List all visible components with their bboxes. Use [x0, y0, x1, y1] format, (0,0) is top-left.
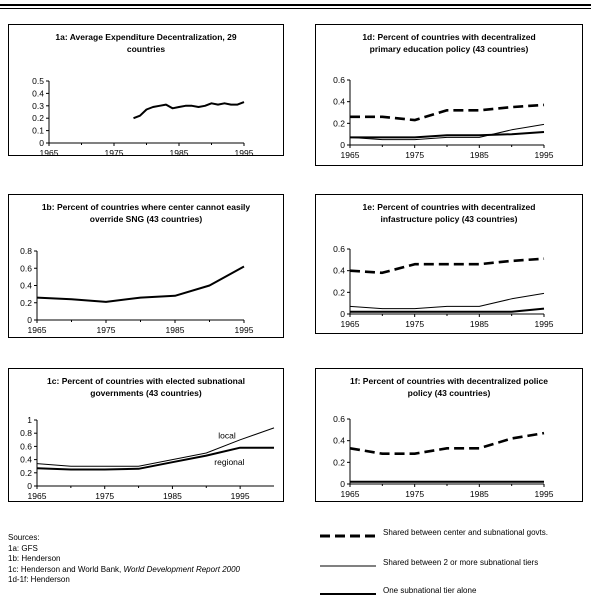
series-line-thick [36, 265, 245, 303]
y-tick-label: 0.8 [20, 428, 32, 438]
chart-1f: 0 0.2 0.4 0.6 1965 1975 1985 1995 [333, 414, 554, 499]
x-tick-label: 1975 [405, 150, 424, 160]
x-tick-label: 1995 [235, 325, 254, 335]
y-tick-label: 0 [340, 479, 345, 489]
legend-thin-label: Shared between 2 or more subnational tie… [383, 558, 539, 567]
chart-title-1c: 1c: Percent of countries with elected su… [47, 376, 245, 398]
x-tick-label: 1995 [231, 491, 250, 501]
y-tick-label: 0.6 [20, 263, 32, 273]
source-1c: 1c: Henderson and World Bank, World Deve… [8, 565, 240, 576]
y-tick-label: 0 [39, 138, 44, 148]
y-tick-label: 0.8 [20, 246, 32, 256]
x-tick-label: 1975 [405, 489, 424, 499]
source-1d-1f: 1d-1f: Henderson [8, 575, 70, 584]
series-line-thick [350, 307, 545, 313]
annotation-local: local [218, 430, 236, 440]
x-tick-label: 1975 [105, 148, 124, 157]
sources-block: Sources: 1a: GFS 1b: Henderson 1c: Hende… [8, 533, 240, 586]
chart-1e: 0 0.2 0.4 0.6 1965 1975 1985 1995 [333, 244, 554, 329]
x-tick-label: 1975 [405, 319, 424, 329]
x-tick-label: 1975 [95, 491, 114, 501]
series-line-thin [36, 427, 275, 467]
series-line-dashed [349, 431, 545, 455]
chart-title-1a: 1a: Average Expenditure Decentralization… [55, 32, 237, 54]
x-tick-label: 1985 [470, 319, 489, 329]
legend-thick-label: One subnational tier alone [383, 586, 477, 595]
y-tick-label: 0.2 [333, 457, 345, 467]
series-line-thick [350, 131, 545, 139]
chart-panel-1f: 1f: Percent of countries with decentrali… [315, 368, 583, 502]
y-tick-label: 0.4 [333, 436, 345, 446]
x-tick-label: 1995 [535, 319, 554, 329]
source-1b: 1b: Henderson [8, 554, 61, 563]
y-tick-label: 0.6 [333, 244, 345, 254]
chart-1d: 0 0.2 0.4 0.6 1965 1975 1985 1995 [333, 75, 554, 160]
annotation-regional: regional [214, 457, 244, 467]
series-line-thick [36, 446, 274, 471]
y-tick-label: 0.6 [333, 75, 345, 85]
x-tick-label: 1965 [341, 489, 360, 499]
x-tick-label: 1965 [341, 150, 360, 160]
x-tick-label: 1975 [97, 325, 116, 335]
legend-dashed-label: Shared between center and subnational go… [383, 528, 549, 537]
chart-1a: 0 0.1 0.2 0.3 0.4 0.5 1965 1975 1985 1995 [32, 76, 254, 157]
chart-title-1e: 1e: Percent of countries with decentrali… [362, 202, 536, 224]
y-tick-label: 0.2 [32, 113, 44, 123]
x-tick-label: 1965 [28, 325, 47, 335]
y-tick-label: 0 [340, 309, 345, 319]
x-tick-label: 1985 [163, 491, 182, 501]
y-tick-label: 0.5 [32, 76, 44, 86]
chart-panel-1a: 1a: Average Expenditure Decentralization… [8, 24, 284, 157]
x-tick-label: 1995 [535, 489, 554, 499]
series-line-thin [349, 123, 545, 141]
y-tick-label: 0.4 [333, 266, 345, 276]
y-tick-label: 0.6 [333, 414, 345, 424]
y-tick-label: 0.4 [333, 97, 345, 107]
top-rule [0, 4, 591, 6]
y-tick-label: 0.3 [32, 101, 44, 111]
y-tick-label: 0.2 [20, 468, 32, 478]
chart-title-1d: 1d: Percent of countries with decentrali… [362, 32, 536, 54]
x-tick-label: 1985 [470, 489, 489, 499]
x-tick-label: 1985 [170, 148, 189, 157]
chart-1b: 0 0.2 0.4 0.6 0.8 1965 1975 1985 1995 [20, 246, 254, 335]
x-tick-label: 1995 [535, 150, 554, 160]
y-tick-label: 0.4 [32, 88, 44, 98]
y-tick-label: 0.1 [32, 126, 44, 136]
chart-panel-1d: 1d: Percent of countries with decentrali… [315, 24, 583, 166]
x-tick-label: 1965 [341, 319, 360, 329]
y-tick-label: 0.2 [333, 118, 345, 128]
x-tick-label: 1995 [235, 148, 254, 157]
chart-panel-1c: 1c: Percent of countries with elected su… [8, 368, 284, 502]
y-tick-label: 0.2 [20, 298, 32, 308]
x-tick-label: 1965 [28, 491, 47, 501]
y-tick-label: 0.4 [20, 281, 32, 291]
chart-panel-1b: 1b: Percent of countries where center ca… [8, 194, 284, 338]
chart-title-1f: 1f: Percent of countries with decentrali… [350, 376, 548, 398]
x-tick-label: 1985 [166, 325, 185, 335]
y-tick-label: 0 [27, 481, 32, 491]
y-tick-label: 0 [27, 315, 32, 325]
y-tick-label: 0.4 [20, 455, 32, 465]
y-tick-label: 0.6 [20, 441, 32, 451]
top-rule-thin [0, 8, 591, 9]
sources-heading: Sources: [8, 533, 40, 542]
chart-title-1b: 1b: Percent of countries where center ca… [41, 202, 251, 224]
source-1a: 1a: GFS [8, 543, 38, 553]
chart-1c: 0 0.2 0.4 0.6 0.8 1 1965 1975 1985 1995 local regio… [20, 415, 275, 501]
source-1c-report: World Development Report 2000 [123, 564, 240, 574]
series-line-thin [349, 292, 545, 310]
series-line-dashed [349, 257, 545, 275]
series-line-dashed [350, 103, 545, 122]
x-tick-label: 1965 [40, 148, 59, 157]
x-tick-label: 1985 [470, 150, 489, 160]
y-tick-label: 0 [340, 140, 345, 150]
y-tick-label: 1 [27, 415, 32, 425]
series-line-thick [133, 101, 245, 120]
source-1c-text: 1c: Henderson and World Bank, [8, 564, 124, 574]
y-tick-label: 0.2 [333, 287, 345, 297]
chart-panel-1e: 1e: Percent of countries with decentrali… [315, 194, 583, 334]
